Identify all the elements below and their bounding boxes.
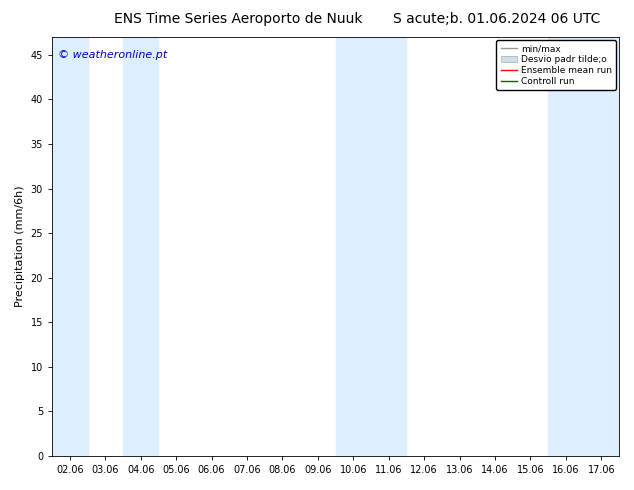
Bar (52, 37, 87, 456)
Text: ENS Time Series Aeroporto de Nuuk: ENS Time Series Aeroporto de Nuuk (114, 12, 363, 26)
Legend: min/max, Desvio padr tilde;o, Ensemble mean run, Controll run: min/max, Desvio padr tilde;o, Ensemble m… (496, 40, 616, 90)
Y-axis label: Precipitation (mm/6h): Precipitation (mm/6h) (15, 186, 25, 307)
Bar (123, 37, 158, 456)
Bar (335, 37, 406, 456)
Text: © weatheronline.pt: © weatheronline.pt (58, 49, 167, 60)
Text: S acute;b. 01.06.2024 06 UTC: S acute;b. 01.06.2024 06 UTC (393, 12, 600, 26)
Bar (548, 37, 619, 456)
